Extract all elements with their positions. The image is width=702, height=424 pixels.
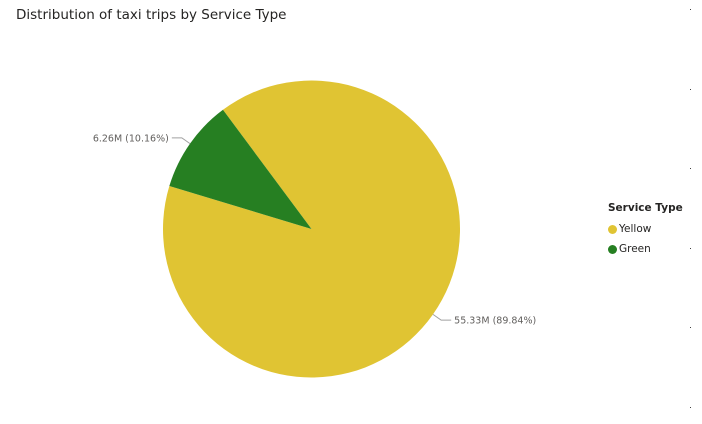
legend-title: Service Type (608, 202, 683, 214)
edge-marker (690, 407, 691, 408)
chart-title: Distribution of taxi trips by Service Ty… (16, 7, 287, 23)
edge-marker (690, 89, 691, 90)
data-labels: 55.33M (89.84%) 6.26M (10.16%) (93, 133, 536, 326)
edge-marker (690, 248, 691, 249)
legend: Service Type Yellow Green (608, 202, 683, 259)
legend-label-green: Green (619, 243, 651, 255)
legend-label-yellow: Yellow (619, 223, 652, 235)
edge-marker (690, 168, 691, 169)
edge-marker (690, 9, 691, 10)
legend-swatch-yellow (608, 224, 617, 234)
pie-slices (163, 80, 461, 378)
edge-marker (690, 327, 691, 328)
leader-line-yellow (432, 313, 452, 321)
pie-slice-green[interactable] (169, 109, 312, 229)
leader-line-green (171, 137, 191, 145)
legend-item-green[interactable]: Green (608, 239, 683, 259)
data-label-yellow: 55.33M (89.84%) (454, 316, 536, 327)
legend-swatch-green (608, 244, 617, 254)
legend-item-yellow[interactable]: Yellow (608, 219, 683, 239)
data-label-green: 6.26M (10.16%) (93, 133, 169, 144)
